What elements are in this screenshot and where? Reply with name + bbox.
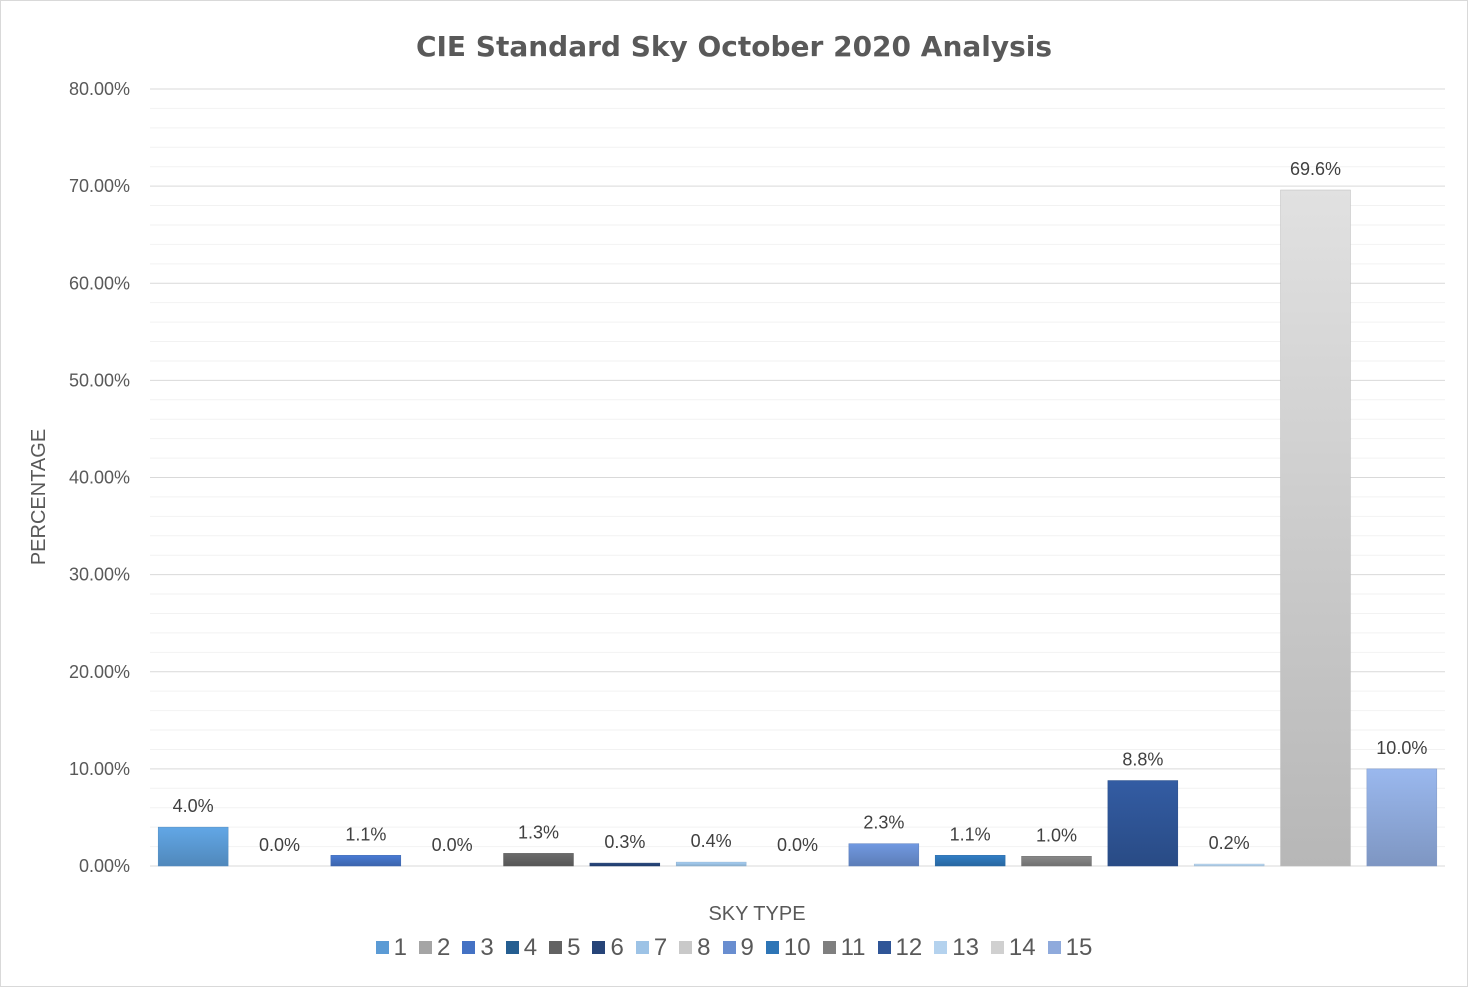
legend-item: 6 [592,934,624,962]
legend-label: 14 [1008,934,1036,961]
legend-item: 5 [549,934,580,962]
data-label: 1.1% [950,824,991,844]
legend: 1 2 3 4 5 6 7 8 9 10 11 12 13 14 15 [0,934,1468,962]
legend-swatch [419,941,433,954]
legend-label: 6 [610,934,624,961]
x-axis-title: SKY TYPE [708,903,805,925]
legend-label: 3 [480,934,494,961]
bars [157,189,1438,867]
bar-sky-type-9 [848,843,920,867]
legend-swatch [592,941,606,954]
data-label: 0.0% [777,835,818,855]
y-tick-label: 50.00% [69,370,130,390]
y-tick-label: 70.00% [69,176,130,196]
y-tick-label: 30.00% [69,565,130,585]
y-tick-label: 0.00% [79,856,130,876]
legend-item: 12 [877,934,923,962]
y-tick-label: 60.00% [69,273,130,293]
data-label: 4.0% [173,796,214,816]
y-axis-tick-labels: 0.00% 10.00% 20.00% 30.00% 40.00% 50.00% 60.00… [69,79,130,876]
legend-item: 7 [635,934,668,962]
legend-label: 7 [653,934,668,961]
legend-item: 11 [822,934,866,962]
bar-sky-type-3 [330,855,402,867]
bar-sky-type-14 [1280,189,1351,867]
legend-label: 11 [840,934,866,961]
data-label: 69.6% [1290,159,1341,179]
legend-item: 8 [679,934,711,962]
bar-sky-type-15 [1366,768,1438,867]
legend-item: 10 [765,934,811,962]
legend-swatch [679,941,693,954]
data-label: 1.1% [345,824,386,844]
legend-swatch [877,941,891,954]
legend-label: 12 [895,934,923,961]
legend-swatch [722,941,736,954]
legend-item: 3 [462,934,494,962]
legend-item: 13 [934,934,979,962]
data-label: 0.0% [259,835,300,855]
major-gridlines [150,88,1445,867]
bar-sky-type-5 [503,853,574,867]
legend-swatch [822,941,836,954]
data-labels: 4.0% 0.0% 1.1% 0.0% 1.3% 0.3% 0.4% 0.0% 2.3% 1.1%… [173,159,1428,855]
y-tick-label: 10.00% [69,759,130,779]
legend-swatch [549,941,563,954]
bar-sky-type-7 [675,861,747,867]
legend-swatch [462,941,476,954]
bar-sky-type-1 [157,826,229,867]
legend-item: 9 [722,934,754,962]
bar-sky-type-11 [1021,856,1092,867]
data-label: 0.4% [691,831,732,851]
legend-label: 15 [1065,934,1093,961]
y-axis-title: PERCENTAGE [28,429,50,565]
legend-item: 4 [505,934,538,962]
minor-gridlines [150,107,1445,848]
y-tick-label: 20.00% [69,662,130,682]
legend-swatch [375,941,389,954]
legend-label: 5 [567,934,581,961]
legend-item: 2 [419,934,450,962]
y-tick-label: 40.00% [69,468,130,488]
bar-sky-type-12 [1107,780,1179,867]
legend-label: 1 [393,934,408,961]
legend-swatch [635,941,649,954]
data-label: 2.3% [863,813,904,833]
bar-sky-type-10 [934,855,1006,867]
legend-label: 9 [740,934,754,961]
legend-label: 2 [437,934,451,961]
legend-label: 4 [523,934,538,961]
bar-sky-type-13 [1193,863,1265,867]
legend-swatch [765,941,779,954]
legend-swatch [1047,941,1061,954]
legend-label: 10 [783,934,811,961]
bar-sky-type-6 [589,862,661,867]
data-label: 1.3% [518,822,559,842]
data-label: 0.0% [432,835,473,855]
legend-label: 8 [697,934,711,961]
legend-item: 14 [990,934,1036,962]
legend-label: 13 [952,934,979,961]
data-label: 0.2% [1209,833,1250,853]
y-tick-label: 80.00% [69,79,130,99]
legend-swatch [990,941,1004,954]
legend-swatch [934,941,948,954]
data-label: 0.3% [604,832,645,852]
chart-title: CIE Standard Sky October 2020 Analysis [415,30,1053,63]
data-label: 8.8% [1122,750,1163,770]
data-label: 1.0% [1036,825,1077,845]
legend-item: 15 [1047,934,1093,962]
legend-item: 1 [375,934,408,962]
data-label: 10.0% [1376,738,1427,758]
legend-swatch [505,941,519,954]
